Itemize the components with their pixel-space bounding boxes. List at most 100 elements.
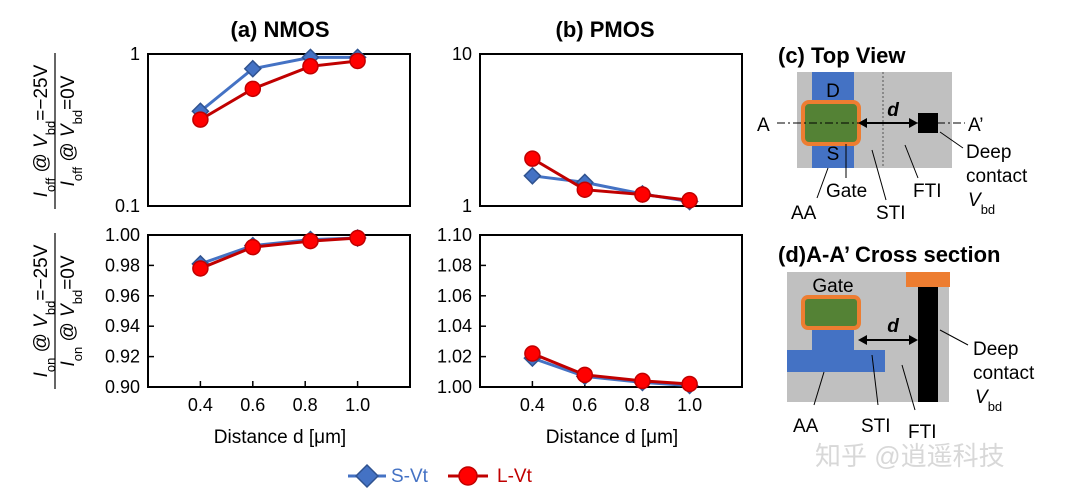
pmos_ion-ytick-label: 1.04: [437, 316, 472, 336]
cross-section-vbd-sub: bd: [988, 399, 1002, 414]
nmos_ion-ytick-label: 0.96: [105, 286, 140, 306]
ion-ylabel-num: Ion @ Vbd=−25V: [31, 244, 58, 377]
cross-section-arrowhead-left: [858, 335, 867, 345]
pmos_ion-point-lvt: [681, 375, 698, 393]
nmos_ioff-frame: [147, 53, 411, 207]
nmos_ion-ytick-label: 0.94: [105, 316, 140, 336]
pmos_ioff-series-l-vt-line: [531, 157, 690, 202]
ioff-ylabel: Ioff @ Vbd=−25V Ioff @ Vbd=0V: [31, 53, 85, 209]
nmos-xlabel: Distance d [μm]: [214, 427, 346, 448]
cross-section-gate-label: Gate: [812, 276, 853, 297]
pmos_ion-xtick-label: 1.0: [677, 395, 702, 415]
nmos-title: (a) NMOS: [231, 17, 330, 42]
ioff-ylabel-den: Ioff @ Vbd=0V: [58, 75, 85, 186]
cross-section-deep-label: Deep: [973, 339, 1018, 360]
nmos_ion-series-l-vt-line: [199, 236, 358, 270]
cross-section-contact-leader: [939, 329, 969, 346]
pmos_ioff-point-lvt: [524, 150, 541, 167]
top-view-a-label: A: [757, 115, 770, 136]
top-view-sti-label: STI: [876, 203, 906, 224]
nmos-xlabel-text: Distance d [μm]: [214, 427, 346, 448]
top-view-arrowhead-left: [858, 118, 867, 128]
top-view-vbd-v: V: [968, 190, 983, 211]
plot-pmos-ioff: 10 1: [452, 44, 743, 216]
cross-section-vbd-label: Vbd: [975, 387, 1002, 414]
pmos_ioff-point-lvt: [681, 192, 698, 209]
top-view-contact-leader: [939, 131, 964, 149]
cross-section-aa-fin: [812, 328, 854, 352]
cross-section-fti-leader: [901, 364, 916, 411]
top-view-a-prime-label: A’: [968, 115, 983, 136]
pmos_ion-point-lvt: [634, 372, 651, 390]
pmos_ion-ytick-label: 1.10: [437, 225, 472, 245]
top-view-gate-label: Gate: [826, 181, 867, 202]
legend-svt-label: S-Vt: [391, 466, 429, 487]
cross-section-deep-contact: [918, 287, 938, 402]
plot-nmos-ion: 1.00 0.98 0.96 0.94 0.92 0.90 0.4 0.6 0.8 1.0: [105, 225, 411, 415]
cross-section-contact-label: contact: [973, 363, 1035, 384]
legend-svt-marker: [354, 463, 380, 489]
ion-ylabel-den: Ion @ Vbd=0V: [58, 255, 85, 366]
cross-section-title: (d)A-A’ Cross section: [778, 242, 1000, 267]
nmos_ion-point-lvt: [349, 229, 366, 247]
cross-section-aa-leader: [813, 371, 825, 406]
pmos-xlabel: Distance d [μm]: [546, 427, 678, 448]
top-view-deep-contact: [918, 113, 938, 133]
pmos_ion-point-lvt: [524, 345, 541, 362]
cross-section-arrowhead-right: [909, 335, 918, 345]
pmos_ion-ytick-label: 1.00: [437, 377, 472, 397]
top-view-fti-leader: [904, 144, 919, 179]
top-view-fti-label: FTI: [913, 181, 942, 202]
top-view-aa-leader: [816, 167, 829, 199]
pmos_ion-xtick-label: 0.8: [625, 395, 650, 415]
cross-section-sti-leader: [871, 354, 879, 406]
top-view-vbd-label: Vbd: [968, 190, 995, 217]
cross-section-distance-label: d: [887, 316, 899, 337]
nmos_ioff-point-lvt: [244, 80, 262, 98]
nmos_ion-xtick-label: 0.8: [293, 395, 318, 415]
pmos_ion-series-l-vt-line: [531, 352, 690, 386]
pmos_ion-xtick-label: 0.4: [520, 395, 545, 415]
ioff-ylabel-num: Ioff @ Vbd=−25V: [31, 64, 58, 197]
nmos_ioff-point-lvt: [302, 58, 319, 75]
cross-section-gate: [801, 295, 861, 330]
cross-section-vbd-v: V: [975, 387, 990, 408]
nmos_ion-ytick-label: 1.00: [105, 225, 140, 245]
ion-ylabel: Ion @ Vbd=−25V Ion @ Vbd=0V: [31, 233, 85, 389]
nmos_ioff-point-lvt: [349, 52, 366, 70]
top-view-d-label: D: [826, 81, 840, 102]
pmos-xlabel-text: Distance d [μm]: [546, 427, 678, 448]
plot-pmos-ion: 1.10 1.08 1.06 1.04 1.02 1.00 0.4 0.6 0.8 1.0: [437, 225, 743, 415]
nmos_ioff-ytick-label: 0.1: [115, 196, 140, 216]
nmos_ion-ytick-label: 0.92: [105, 347, 140, 367]
nmos_ion-ytick-label: 0.90: [105, 377, 140, 397]
cross-section-contact-pad: [906, 272, 950, 287]
pmos_ioff-ytick-label: 1: [462, 196, 472, 216]
pmos_ioff-ytick-label: 10: [452, 44, 472, 64]
top-view-sti-leader: [871, 149, 887, 201]
pmos_ion-ytick-label: 1.08: [437, 255, 472, 275]
pmos_ioff-point-lvt: [634, 186, 651, 203]
pmos_ion-frame: [479, 234, 743, 388]
legend-lvt-marker: [458, 466, 478, 486]
legend: S-Vt L-Vt: [348, 463, 533, 489]
nmos_ion-xtick-label: 0.4: [188, 395, 213, 415]
top-view-arrowhead-right: [909, 118, 918, 128]
nmos_ion-ytick-label: 0.98: [105, 255, 140, 275]
nmos_ion-point-lvt: [192, 260, 209, 277]
nmos_ioff-ytick-label: 1: [130, 44, 140, 64]
top-view-aa-label: AA: [791, 203, 817, 224]
pmos_ion-xtick-label: 0.6: [572, 395, 597, 415]
pmos-title: (b) PMOS: [556, 17, 655, 42]
pmos_ion-point-lvt: [576, 366, 594, 384]
nmos_ion-point-lvt: [244, 238, 262, 256]
nmos_ion-frame: [147, 234, 411, 388]
pmos_ion-ytick-label: 1.06: [437, 286, 472, 306]
top-view-distance-label: d: [887, 100, 899, 121]
nmos_ioff-point-lvt: [192, 111, 209, 128]
nmos_ion-xtick-label: 0.6: [240, 395, 265, 415]
cross-section-fti-label: FTI: [908, 422, 937, 443]
plot-nmos-ioff: 10.1: [115, 44, 411, 216]
legend-lvt-label: L-Vt: [497, 466, 533, 487]
